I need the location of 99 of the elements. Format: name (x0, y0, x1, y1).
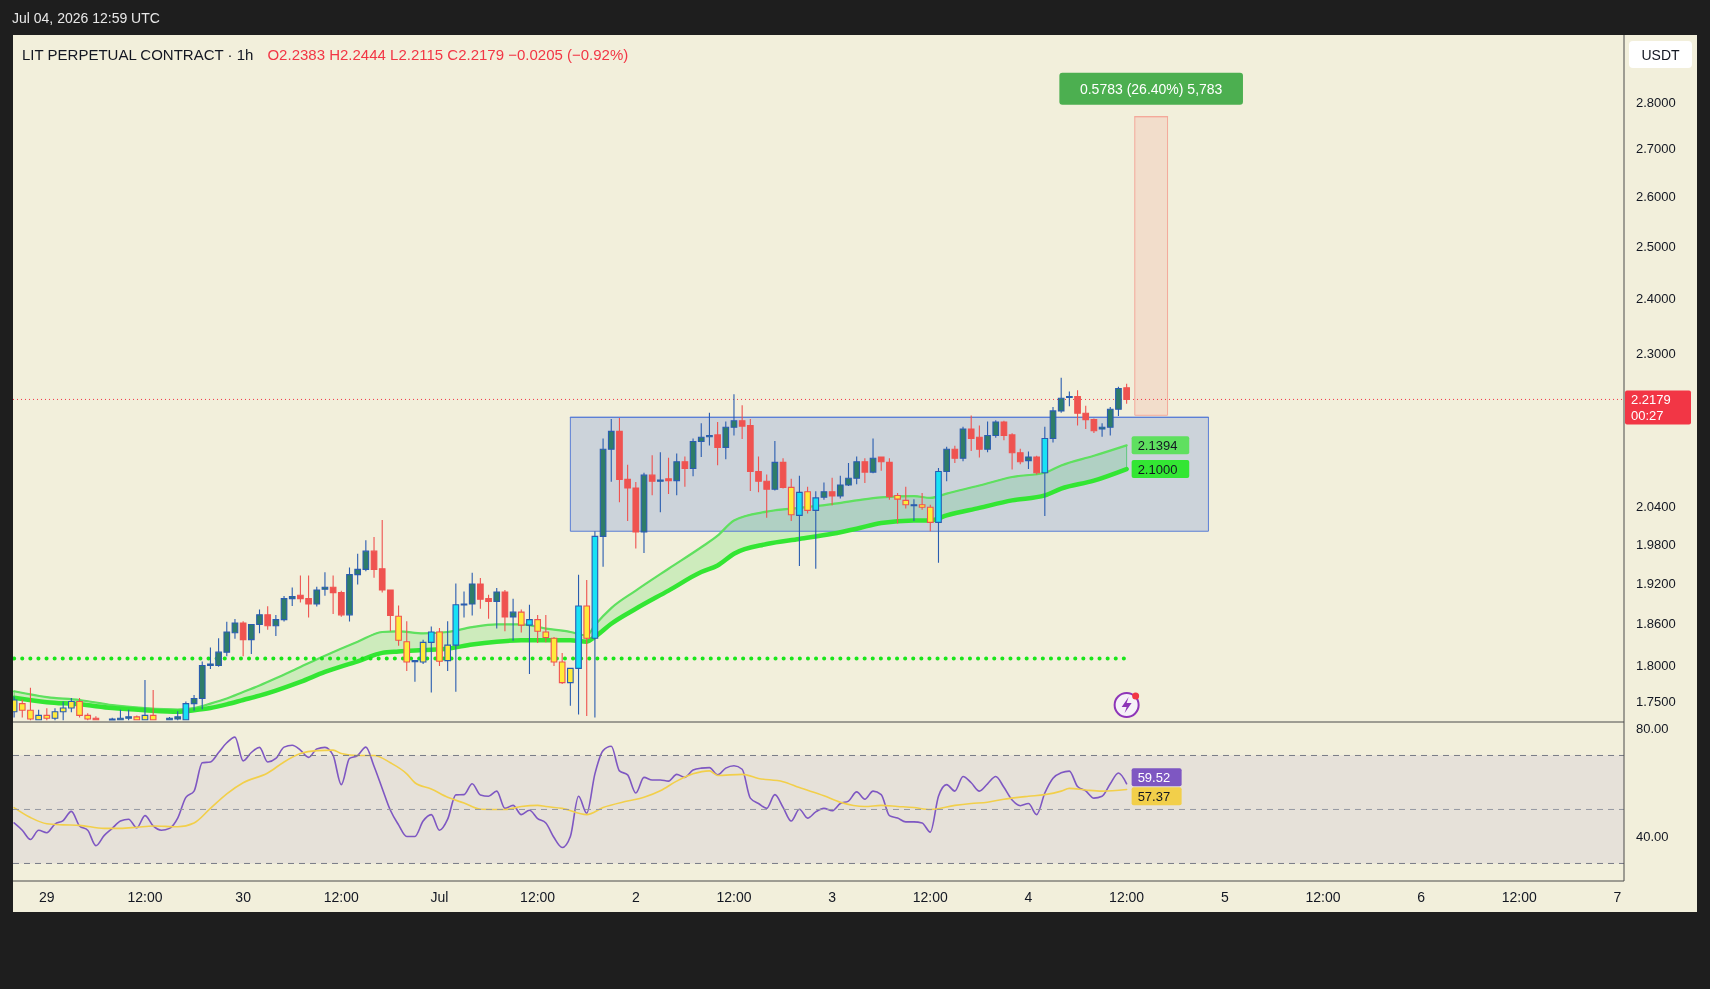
candlestick (877, 456, 885, 471)
candlestick (714, 422, 721, 466)
x-tick-label: 30 (235, 889, 252, 905)
x-tick-label: 12:00 (127, 889, 163, 905)
candlestick (280, 596, 288, 622)
y-tick-label: 2.0400 (1636, 498, 1676, 514)
candlestick (951, 445, 959, 463)
text: LIT PERPETUAL CONTRACT · 1h (22, 45, 254, 63)
candlestick (509, 598, 517, 641)
y-axis-title: USDT (1641, 46, 1680, 63)
x-tick-label: 12:00 (1109, 889, 1145, 905)
candlestick (1033, 455, 1040, 475)
candlestick (1123, 383, 1130, 404)
candlestick (706, 412, 713, 446)
y-tick-label: 1.8000 (1636, 658, 1676, 674)
candlestick (804, 486, 811, 514)
x-tick-label: 5 (1220, 889, 1229, 905)
candlestick (673, 453, 681, 496)
y-tick-label: 2.7000 (1636, 141, 1676, 157)
x-tick-label: 12:00 (912, 889, 949, 905)
y-tick-label: 40.00 (1636, 828, 1669, 844)
candlestick (640, 472, 648, 553)
x-tick-label: 6 (1417, 889, 1426, 905)
candlestick (828, 477, 836, 506)
candlestick (264, 606, 272, 630)
text: Jul 04, 2026 12:59 UTC (12, 10, 160, 26)
candlestick (1049, 406, 1057, 443)
y-tick-label: 1.7500 (1636, 693, 1676, 709)
ref-line-label: 2.2179 (1631, 391, 1671, 407)
candlestick (730, 394, 738, 436)
candlestick (869, 438, 877, 474)
y-tick-label: 2.3000 (1636, 345, 1676, 361)
y-tick-label: 1.9800 (1636, 536, 1676, 552)
x-tick-label: 12:00 (520, 889, 556, 905)
candlestick (681, 456, 689, 487)
candlestick (959, 426, 967, 462)
data-label: 2.1394 (1137, 437, 1178, 453)
candlestick (1025, 451, 1032, 469)
candlestick (493, 588, 501, 629)
candlestick (239, 621, 247, 657)
data-label: 2.1000 (1137, 461, 1178, 477)
y-tick-label: 80.00 (1636, 720, 1669, 736)
x-tick-label: 12:00 (323, 889, 360, 905)
candlestick (403, 621, 411, 672)
candlestick (272, 614, 280, 636)
candlestick (1066, 391, 1073, 407)
candlestick (468, 572, 476, 616)
candlestick (460, 591, 468, 618)
x-tick-label: Jul (430, 889, 449, 905)
candlestick (1041, 426, 1049, 516)
candlestick (288, 587, 296, 606)
candlestick (133, 715, 141, 721)
x-tick-label: 12:00 (1501, 889, 1538, 905)
candlestick (550, 636, 558, 667)
x-tick-label: 4 (1024, 889, 1033, 905)
candlestick (665, 457, 672, 495)
data-label: 59.52 (1137, 769, 1171, 785)
candlestick (771, 440, 779, 491)
candlestick (51, 708, 59, 721)
x-tick-label: 12:00 (716, 889, 752, 905)
candlestick (395, 605, 402, 646)
line-series (13, 736, 1128, 849)
candlestick (231, 619, 239, 639)
line-series (13, 749, 1128, 830)
text: O2.2383 H2.2444 L2.2115 C2.2179 −0.0205 (−0.92%) (267, 45, 629, 63)
candlestick (910, 499, 918, 522)
candlestick (1057, 377, 1065, 413)
candlestick (591, 531, 599, 718)
candlestick (861, 458, 869, 484)
candlestick (526, 604, 533, 674)
x-tick-label: 7 (1613, 889, 1622, 905)
candlestick (1000, 420, 1008, 441)
candlestick (812, 491, 820, 569)
y-tick-label: 1.9200 (1636, 575, 1676, 591)
candlestick (149, 690, 157, 721)
candlestick (902, 486, 910, 509)
candlestick (656, 452, 664, 513)
x-tick-label: 12:00 (1305, 889, 1341, 905)
candlestick (648, 455, 656, 496)
annotation: 0.5783 (26.40%) 5,783 (1079, 80, 1223, 97)
x-tick-label: 3 (828, 889, 837, 905)
data-label: 57.37 (1137, 788, 1171, 804)
y-tick-label: 1.8600 (1636, 616, 1676, 632)
y-tick-label: 2.5000 (1636, 239, 1676, 255)
y-tick-label: 2.4000 (1636, 291, 1676, 307)
y-tick-label: 2.6000 (1636, 189, 1676, 205)
text: 00:27 (1631, 407, 1664, 423)
candlestick (517, 609, 525, 633)
x-tick-label: 2 (631, 889, 640, 905)
candlestick (820, 482, 828, 500)
candlestick (141, 679, 149, 721)
x-tick-label: 29 (39, 889, 55, 905)
candlestick (411, 660, 419, 682)
y-tick-label: 2.8000 (1636, 94, 1676, 110)
candlestick (583, 580, 591, 716)
candlestick (370, 537, 378, 578)
candlestick (722, 421, 730, 460)
candlestick (796, 475, 803, 567)
candlestick (501, 590, 509, 632)
